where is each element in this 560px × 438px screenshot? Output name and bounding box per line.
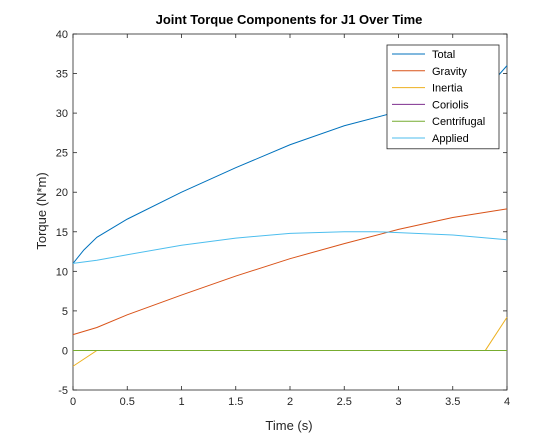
y-tick-label: 25	[56, 148, 68, 160]
y-tick-label: 10	[56, 266, 68, 278]
y-tick-label: 5	[62, 306, 68, 318]
x-tick-label: 3	[395, 396, 401, 408]
x-tick-label: 3.5	[445, 396, 460, 408]
legend-label-coriolis: Coriolis	[432, 99, 469, 111]
legend-label-centrifugal: Centrifugal	[432, 116, 485, 128]
y-tick-label: 35	[56, 69, 68, 81]
x-tick-label: 0.5	[120, 396, 135, 408]
series-line-applied	[72, 231, 508, 264]
series-line-gravity	[72, 208, 508, 336]
x-tick-label: 4	[504, 396, 510, 408]
legend-label-inertia: Inertia	[432, 83, 463, 95]
x-tick-label: 1.5	[228, 396, 243, 408]
y-tick-label: 15	[56, 227, 68, 239]
chart-title: Joint Torque Components for J1 Over Time	[156, 12, 423, 27]
legend-label-total: Total	[432, 49, 455, 61]
legend-label-applied: Applied	[432, 133, 469, 145]
y-tick-label: -5	[58, 385, 68, 397]
y-tick-label: 0	[62, 345, 68, 357]
y-axis-label: Torque (N*m)	[34, 172, 49, 249]
x-tick-label: 2	[287, 396, 293, 408]
y-tick-label: 30	[56, 108, 68, 120]
legend: Total Gravity Inertia Coriolis Centrifugal Ap…	[386, 44, 500, 150]
x-tick-label: 0	[70, 396, 76, 408]
legend-box	[386, 44, 500, 150]
legend-label-gravity: Gravity	[432, 66, 467, 78]
y-tick-label: 20	[56, 187, 68, 199]
x-axis-label: Time (s)	[265, 418, 312, 433]
series-group	[72, 65, 508, 367]
x-tick-label: 2.5	[337, 396, 352, 408]
y-tick-label: 40	[56, 29, 68, 41]
x-tick-label: 1	[178, 396, 184, 408]
